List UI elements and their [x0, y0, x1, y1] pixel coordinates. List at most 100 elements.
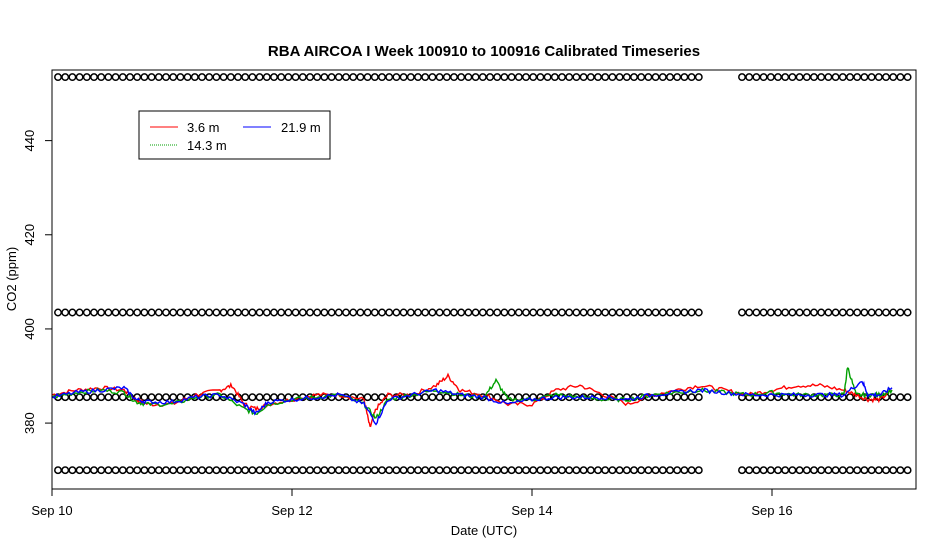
calibration-point	[543, 73, 552, 82]
calibration-point	[493, 308, 502, 317]
calibration-point	[68, 466, 77, 475]
calibration-point	[630, 308, 638, 317]
calibration-point	[298, 308, 307, 317]
calibration-point	[795, 73, 804, 82]
calibration-point	[658, 73, 667, 82]
calibration-point	[226, 308, 235, 317]
calibration-point	[111, 393, 120, 402]
series-lines	[51, 367, 893, 428]
y-tick-label: 380	[22, 412, 37, 434]
calibration-point	[68, 73, 77, 82]
calibration-point	[752, 308, 761, 317]
calibration-point	[896, 393, 905, 402]
calibration-point	[680, 73, 689, 82]
calibration-point	[190, 73, 199, 82]
y-tick-label: 420	[22, 224, 37, 246]
calibration-point	[313, 466, 322, 475]
calibration-point	[788, 73, 797, 82]
calibration-point	[406, 393, 415, 402]
calibration-point	[824, 466, 833, 475]
calibration-point	[846, 466, 854, 475]
calibration-point	[637, 308, 646, 317]
calibration-point	[781, 308, 790, 317]
calibration-point	[464, 466, 473, 475]
calibration-point	[378, 393, 386, 402]
calibration-point	[183, 73, 192, 82]
calibration-point	[82, 73, 91, 82]
calibration-point	[363, 466, 372, 475]
calibration-point	[421, 308, 430, 317]
calibration-point	[774, 393, 782, 402]
calibration-point	[817, 466, 826, 475]
calibration-point	[658, 393, 667, 402]
series-line-3	[51, 380, 893, 426]
calibration-point	[82, 393, 91, 402]
calibration-point	[342, 73, 350, 82]
calibration-point	[514, 73, 523, 82]
calibration-point	[543, 308, 552, 317]
calibration-point	[831, 308, 840, 317]
calibration-point	[255, 308, 264, 317]
calibration-point	[320, 73, 329, 82]
calibration-point	[133, 308, 142, 317]
calibration-point	[90, 393, 98, 402]
calibration-point	[270, 73, 278, 82]
calibration-point	[637, 73, 646, 82]
calibration-point	[248, 393, 257, 402]
calibration-point	[824, 73, 833, 82]
calibration-point	[680, 308, 689, 317]
calibration-point	[759, 466, 768, 475]
calibration-point	[248, 466, 257, 475]
calibration-point	[82, 308, 91, 317]
x-tick-label: Sep 16	[751, 503, 792, 518]
calibration-point	[795, 308, 804, 317]
calibration-point	[147, 308, 156, 317]
calibration-point	[781, 73, 790, 82]
calibration-point	[579, 73, 588, 82]
calibration-point	[810, 466, 818, 475]
y-tick-label: 440	[22, 130, 37, 152]
calibration-point	[666, 73, 674, 82]
calibration-point	[118, 73, 127, 82]
calibration-point	[61, 73, 70, 82]
calibration-point	[435, 393, 444, 402]
calibration-point	[219, 73, 228, 82]
calibration-point	[183, 308, 192, 317]
calibration-point	[903, 308, 912, 317]
calibration-point	[255, 73, 264, 82]
calibration-point	[673, 466, 682, 475]
calibration-point	[680, 466, 689, 475]
calibration-point	[226, 73, 235, 82]
calibration-point	[759, 73, 768, 82]
calibration-point	[666, 308, 674, 317]
calibration-point	[414, 73, 422, 82]
calibration-point	[75, 466, 84, 475]
calibration-point	[860, 466, 869, 475]
x-tick-label: Sep 12	[271, 503, 312, 518]
calibration-point	[838, 393, 847, 402]
calibration-point	[594, 308, 602, 317]
calibration-point	[327, 308, 336, 317]
calibration-point	[169, 393, 178, 402]
calibration-point	[745, 308, 754, 317]
calibration-point	[111, 466, 120, 475]
calibration-point	[882, 308, 890, 317]
calibration-point	[493, 466, 502, 475]
calibration-point	[234, 308, 242, 317]
calibration-point	[234, 73, 242, 82]
y-tick-label: 400	[22, 318, 37, 340]
calibration-point	[457, 308, 466, 317]
calibration-point	[90, 73, 98, 82]
calibration-point	[291, 73, 300, 82]
calibration-point	[97, 73, 106, 82]
calibration-point	[104, 393, 113, 402]
calibration-point	[622, 73, 631, 82]
calibration-point	[514, 308, 523, 317]
calibration-point	[838, 466, 847, 475]
calibration-point	[558, 308, 566, 317]
calibration-point	[536, 466, 545, 475]
calibration-point	[190, 308, 199, 317]
calibration-point	[392, 466, 401, 475]
calibration-point	[356, 73, 365, 82]
calibration-point	[464, 73, 473, 82]
